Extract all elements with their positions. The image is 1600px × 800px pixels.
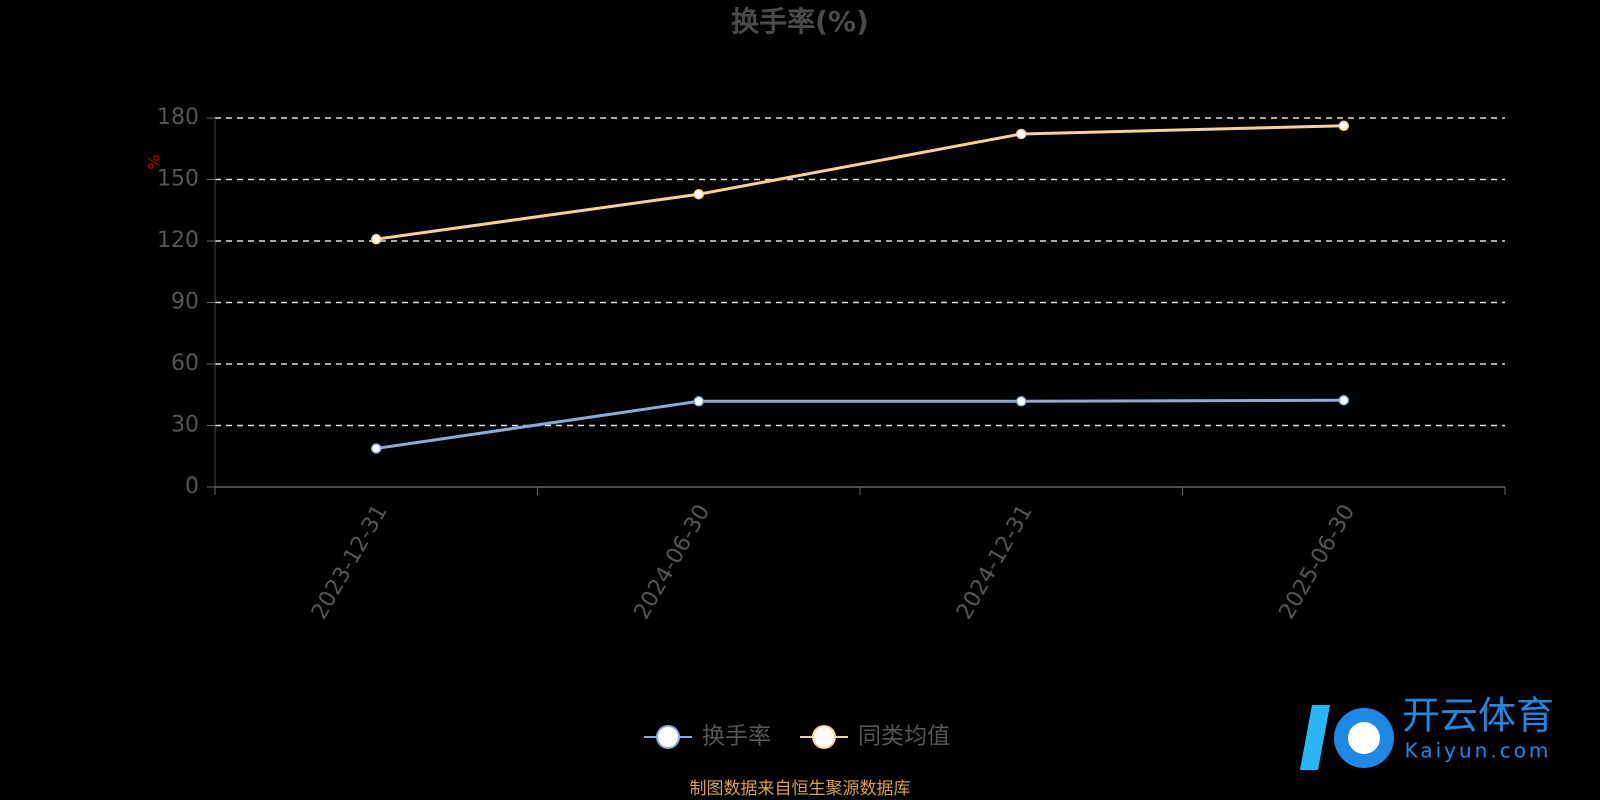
legend-label[interactable]: 同类均值 (858, 724, 950, 750)
y-tick-label: 180 (157, 105, 199, 130)
point (1016, 128, 1027, 140)
watermark: 开云体育 Kaiyun.com (1300, 694, 1554, 770)
point (693, 396, 704, 407)
point (693, 189, 704, 200)
legend-marker[interactable] (656, 725, 680, 749)
point (1016, 396, 1027, 407)
watermark-site: Kaiyun.com (1405, 739, 1552, 763)
legend-label[interactable]: 换手率 (702, 724, 771, 750)
point (371, 443, 382, 454)
legend-marker[interactable] (812, 725, 836, 749)
y-tick-label: 0 (185, 474, 199, 499)
logo-k (1300, 705, 1330, 770)
chart-title: 换手率(%) (731, 5, 869, 38)
y-tick-label: 60 (171, 351, 199, 376)
point (371, 233, 382, 245)
y-tick-label: 150 (157, 167, 199, 192)
point (1338, 120, 1349, 132)
watermark-name: 开云体育 (1402, 694, 1554, 738)
y-tick-label: 90 (171, 290, 199, 315)
logo-ball-inner (1348, 722, 1380, 754)
y-tick-label: 30 (171, 413, 199, 438)
point (1338, 395, 1349, 406)
source-note: 制图数据来自恒生聚源数据库 (690, 779, 911, 799)
y-tick-label: 120 (157, 228, 199, 253)
series-line (376, 124, 1344, 241)
y-axis-label: % (145, 154, 164, 169)
series-line (376, 398, 1344, 450)
